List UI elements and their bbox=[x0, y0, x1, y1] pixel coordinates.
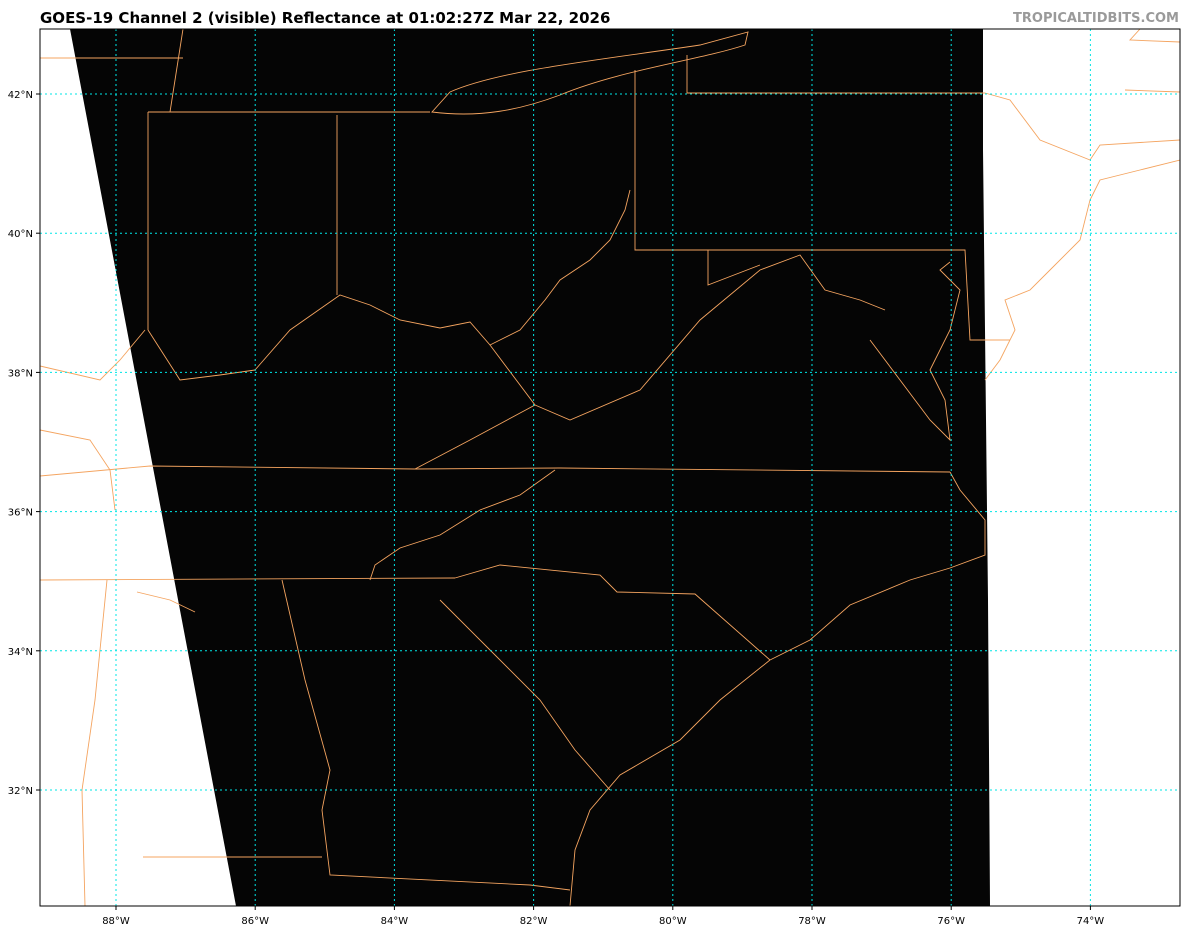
lon-tick-label: 76°W bbox=[937, 916, 965, 927]
lon-tick-label: 82°W bbox=[520, 916, 548, 927]
lon-tick-label: 88°W bbox=[102, 916, 130, 927]
lon-tick-label: 86°W bbox=[241, 916, 269, 927]
lat-tick-label: 40°N bbox=[8, 229, 33, 240]
map-title: GOES-19 Channel 2 (visible) Reflectance … bbox=[40, 9, 611, 27]
lat-tick-label: 34°N bbox=[8, 647, 33, 658]
state-borders bbox=[40, 29, 1180, 906]
lon-tick-label: 74°W bbox=[1077, 916, 1105, 927]
lat-tick-label: 38°N bbox=[8, 368, 33, 379]
lon-tick-label: 78°W bbox=[798, 916, 826, 927]
lon-tick-label: 84°W bbox=[381, 916, 409, 927]
lat-tick-label: 36°N bbox=[8, 508, 33, 519]
map-frame bbox=[39, 28, 1181, 907]
lat-tick-label: 32°N bbox=[8, 786, 33, 797]
watermark: TROPICALTIDBITS.COM bbox=[1013, 11, 1179, 26]
graticule bbox=[40, 29, 1180, 906]
imagery-swath bbox=[70, 29, 990, 906]
lon-tick-label: 80°W bbox=[659, 916, 687, 927]
lat-tick-label: 42°N bbox=[8, 90, 33, 101]
